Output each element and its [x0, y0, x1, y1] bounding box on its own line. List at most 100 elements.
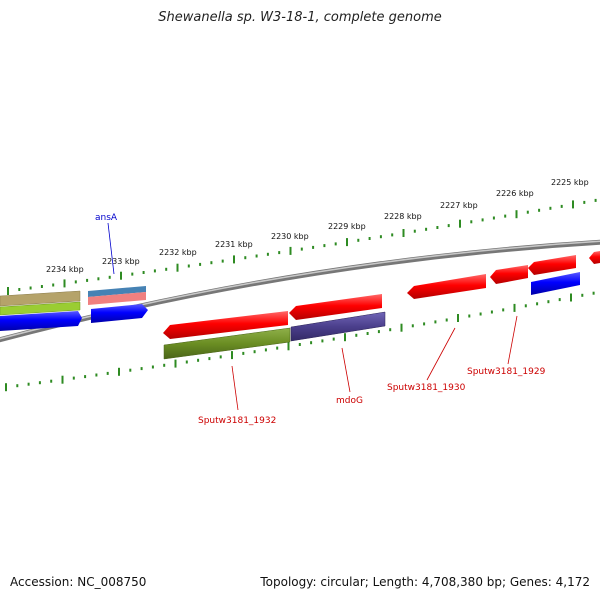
gene-label-ansA: ansA [95, 213, 118, 223]
leader-ansA [107, 222, 115, 275]
lower-tick-minor [377, 330, 380, 334]
gene-blue-right[interactable] [531, 272, 580, 295]
lower-tick-minor [151, 365, 154, 369]
gene-lime[interactable] [0, 301, 81, 316]
tick-label-2228: 2228 kbp [384, 212, 422, 221]
tick-label-2232: 2232 kbp [159, 248, 197, 257]
upper-tick-minor [108, 275, 111, 279]
gene-labels: ansA Sputw3181_1932 mdoG Sputw3181_1930 … [95, 213, 546, 426]
upper-tick-minor [470, 220, 473, 224]
lower-tick-minor [468, 314, 471, 318]
upper-tick-minor [504, 214, 507, 218]
leader-1932 [231, 365, 239, 411]
upper-tick-minor [379, 235, 382, 239]
lower-tick-minor [208, 357, 211, 361]
gene-label-mdoG: mdoG [336, 396, 363, 406]
tick-label-2233: 2233 kbp [102, 257, 140, 266]
lower-tick-major [174, 359, 177, 368]
lower-tick-minor [310, 341, 313, 345]
lower-tick-minor [592, 291, 595, 295]
lower-tick-major [61, 375, 64, 384]
gene-pink-ansA[interactable] [88, 292, 146, 305]
upper-tick-minor [74, 280, 77, 284]
upper-tick-minor [549, 206, 552, 210]
gene-red-1932[interactable] [163, 311, 288, 339]
lower-tick-minor [389, 328, 392, 332]
upper-tick-minor [187, 264, 190, 268]
lower-tick-minor [38, 381, 41, 385]
upper-tick-major [120, 271, 122, 280]
gene-blue-left[interactable] [0, 311, 82, 331]
lower-tick-row [5, 291, 595, 392]
lower-tick-minor [140, 367, 143, 371]
upper-tick-minor [278, 251, 281, 255]
gene-red-1930[interactable] [407, 274, 486, 299]
lower-tick-minor [84, 375, 87, 379]
lower-tick-minor [547, 300, 550, 304]
upper-tick-minor [199, 262, 202, 266]
upper-tick-minor [255, 254, 258, 258]
gene-steel-ansA[interactable] [88, 286, 146, 297]
lower-tick-minor [163, 363, 166, 367]
lower-tick-minor [332, 337, 335, 341]
upper-tick-major [459, 219, 461, 228]
upper-tick-minor [97, 277, 100, 281]
upper-tick-minor [165, 267, 168, 271]
tick-label-2234: 2234 kbp [46, 265, 84, 274]
lower-tick-minor [502, 308, 505, 312]
lower-tick-minor [298, 343, 301, 346]
lower-tick-minor [106, 371, 109, 375]
label-leaders [107, 222, 518, 411]
upper-tick-major [289, 246, 292, 255]
upper-tick-minor [142, 271, 145, 274]
gene-red-mdoG[interactable] [289, 294, 382, 320]
tick-label-2229: 2229 kbp [328, 222, 366, 231]
page-title: Shewanella sp. W3-18-1, complete genome [158, 10, 442, 25]
gene-blue-mid[interactable] [91, 304, 148, 323]
lower-tick-minor [434, 320, 437, 324]
upper-tick-major [515, 210, 518, 219]
lower-tick-minor [276, 346, 279, 350]
upper-tick-minor [131, 272, 134, 276]
lower-tick-major [570, 293, 572, 302]
lower-tick-minor [581, 293, 584, 297]
tick-label-2230: 2230 kbp [271, 232, 309, 241]
leader-1929 [507, 315, 518, 365]
lower-tick-minor [490, 310, 493, 314]
gene-red-1928[interactable] [528, 255, 576, 275]
upper-tick-major [346, 238, 348, 247]
gene-purple-mdoG[interactable] [290, 311, 386, 342]
upper-tick-minor [312, 245, 315, 249]
upper-tick-minor [481, 218, 484, 222]
accession-text: Accession: NC_008750 [10, 575, 147, 589]
lower-tick-minor [423, 322, 426, 326]
upper-tick-minor [492, 216, 495, 220]
lower-tick-major [457, 314, 459, 322]
lower-tick-minor [242, 351, 245, 355]
lower-tick-minor [536, 302, 539, 306]
upper-tick-minor [583, 200, 586, 204]
lower-tick-minor [27, 382, 30, 386]
gene-olive-1932[interactable] [163, 327, 291, 360]
upper-tick-minor [18, 288, 21, 291]
upper-tick-minor [266, 252, 269, 256]
genome-backbone-highlight [0, 240, 600, 340]
gene-red-edge[interactable] [589, 251, 600, 264]
upper-tick-minor [413, 229, 416, 233]
gene-tan[interactable] [0, 290, 81, 307]
lower-tick-minor [264, 348, 267, 352]
ruler-labels: 2234 kbp 2233 kbp 2232 kbp 2231 kbp 2230… [46, 178, 589, 274]
lower-tick-minor [197, 358, 200, 362]
upper-tick-minor [425, 227, 428, 231]
upper-tick-minor [300, 247, 303, 251]
upper-tick-major [63, 279, 66, 288]
lower-tick-minor [253, 350, 256, 354]
lower-tick-major [231, 351, 233, 360]
upper-tick-minor [447, 224, 450, 228]
lower-tick-minor [558, 298, 561, 302]
lower-tick-minor [479, 312, 482, 316]
lower-tick-minor [185, 360, 188, 364]
lower-tick-minor [95, 373, 98, 377]
gene-red-1929[interactable] [490, 265, 528, 284]
